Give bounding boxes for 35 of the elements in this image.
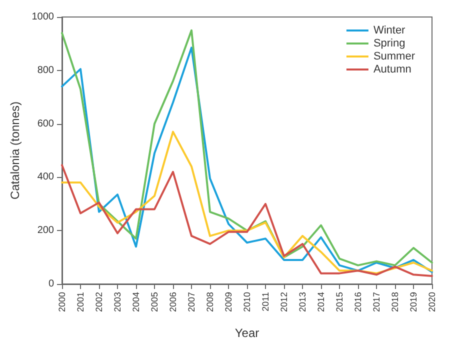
x-tick-label: 2005	[150, 292, 160, 312]
x-tick-label: 2001	[76, 292, 86, 312]
x-tick-label: 2015	[334, 292, 344, 312]
line-series	[61, 130, 433, 274]
x-tick-label: 2007	[186, 292, 196, 312]
y-tick-label: 1000	[32, 12, 54, 22]
x-tick-label: 2000	[57, 292, 67, 312]
x-tick-label: 2006	[168, 292, 178, 312]
x-tick-label: 2008	[205, 292, 215, 312]
x-tick-label: 2017	[372, 292, 382, 312]
y-tick-label: 0	[48, 278, 54, 290]
x-tick-label: 2009	[224, 292, 234, 312]
y-tick-label: 400	[37, 172, 54, 183]
x-tick-label: 2014	[316, 292, 326, 312]
x-tick-label: 2004	[131, 292, 141, 312]
x-tick-label: 2016	[353, 292, 363, 312]
legend-label: Autumn	[373, 64, 412, 76]
x-tick-label: 2003	[112, 292, 122, 312]
x-tick-label: 2013	[298, 292, 308, 312]
legend-label: Summer	[373, 50, 416, 62]
y-axis-title: Catalonia (tonnes)	[8, 101, 22, 200]
x-tick-label: 2020	[427, 292, 437, 312]
x-tick-label: 2018	[390, 292, 400, 312]
x-tick-label: 2010	[242, 292, 252, 312]
legend-label: Winter	[373, 24, 406, 36]
line-series	[61, 164, 433, 277]
x-axis-title: Year	[234, 326, 260, 340]
x-tick-label: 2011	[260, 292, 270, 312]
y-tick-label: 200	[37, 225, 54, 236]
legend-label: Spring	[373, 38, 406, 50]
x-tick-label: 2012	[279, 292, 289, 312]
x-tick-label: 2002	[94, 292, 104, 312]
y-tick-label: 800	[37, 64, 54, 76]
y-tick-label: 600	[37, 118, 54, 130]
x-tick-label: 2019	[408, 292, 418, 312]
